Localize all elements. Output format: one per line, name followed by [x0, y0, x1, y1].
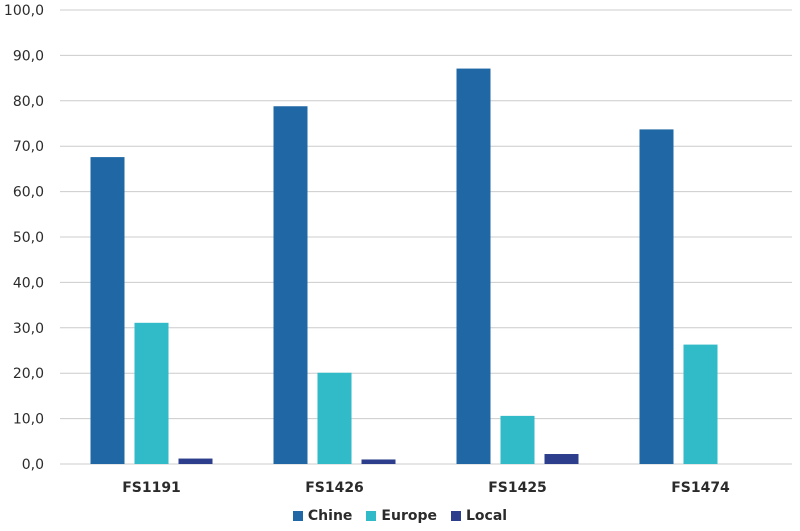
bar-europe-fs1474 [683, 344, 718, 464]
y-axis-tick-labels: 0,0 10,0 20,0 30,0 40,0 50,0 60,0 70,0 80,0 90,0 1… [4, 3, 44, 473]
y-tick-label: 60,0 [13, 185, 44, 201]
legend-swatch-local [451, 511, 461, 521]
y-tick-label: 80,0 [13, 94, 44, 110]
y-tick-label: 40,0 [13, 275, 44, 291]
bar-europe-fs1425 [500, 415, 535, 464]
legend-item-local: Local [451, 508, 507, 524]
bar-local-fs1191 [178, 458, 213, 464]
y-tick-label: 20,0 [13, 366, 44, 382]
bar-chine-fs1191 [90, 157, 125, 464]
legend-item-europe: Europe [366, 508, 437, 524]
gridlines [60, 9, 792, 465]
bar-local-fs1426 [361, 459, 396, 464]
y-tick-label: 70,0 [13, 139, 44, 155]
y-tick-label: 50,0 [13, 230, 44, 246]
bar-chine-fs1474 [639, 129, 674, 465]
y-tick-label: 30,0 [13, 321, 44, 337]
legend: Chine Europe Local [0, 508, 800, 524]
bar-europe-fs1191 [134, 322, 169, 464]
x-category-label: FS1474 [671, 480, 730, 496]
legend-label-europe: Europe [381, 508, 437, 524]
bar-chine-fs1425 [456, 68, 491, 464]
x-category-label: FS1425 [488, 480, 547, 496]
bar-chine-fs1426 [273, 106, 308, 465]
y-tick-label: 10,0 [13, 412, 44, 428]
bars [90, 68, 718, 465]
legend-label-chine: Chine [307, 508, 353, 524]
x-category-label: FS1191 [122, 480, 181, 496]
legend-item-chine: Chine [292, 508, 353, 524]
y-tick-label: 0,0 [22, 457, 44, 473]
x-axis-category-labels: FS1191 FS1426 FS1425 FS1474 [122, 480, 730, 496]
legend-swatch-chine [292, 511, 303, 521]
legend-label-local: Local [466, 508, 508, 524]
legend-swatch-europe [366, 511, 377, 521]
y-tick-label: 100,0 [4, 3, 44, 19]
bar-europe-fs1426 [317, 372, 352, 464]
y-tick-label: 90,0 [13, 48, 44, 64]
bar-local-fs1425 [544, 454, 579, 464]
x-category-label: FS1426 [305, 480, 364, 496]
